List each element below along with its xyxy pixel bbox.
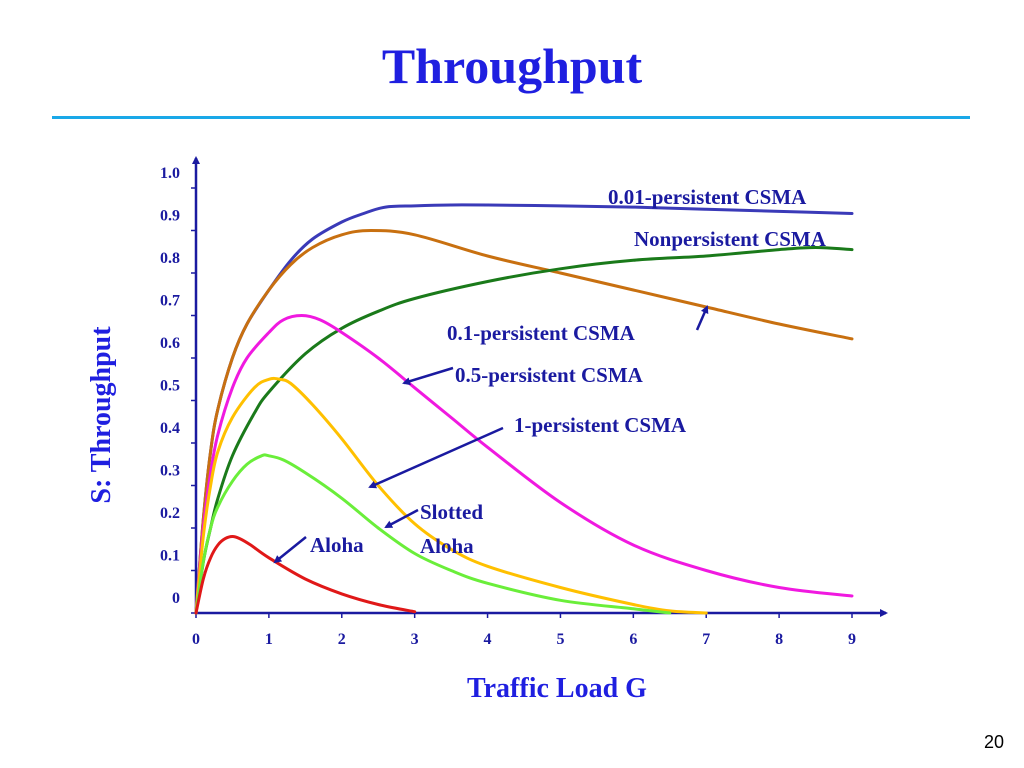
y-tick-label: 0.9 [160, 208, 180, 225]
annotation-01: 0.1-persistent CSMA [447, 305, 709, 345]
series-01-persistent-line [194, 246, 854, 615]
annotation-05: 0.5-persistent CSMA [402, 363, 644, 387]
series-05-persistent-line [194, 314, 854, 615]
annotation-label: Slotted [420, 500, 483, 524]
x-tick-label: 1 [265, 631, 273, 648]
x-tick-label: 0 [192, 631, 200, 648]
y-axis-title: S: Throughput [86, 326, 117, 504]
x-axis-title: Traffic Load G [467, 673, 647, 704]
y-tick-label: 0.8 [160, 250, 180, 267]
series-1-persistent-line [194, 376, 708, 615]
x-tick-label: 8 [775, 631, 783, 648]
title-divider [52, 116, 970, 119]
annotation-arrow [695, 305, 709, 331]
x-tick-label: 4 [484, 631, 492, 648]
x-tick-label: 7 [702, 631, 710, 648]
y-tick-label: 0.3 [160, 463, 180, 480]
y-tick-label: 0.7 [160, 293, 180, 310]
series-slotted-aloha-line [194, 453, 672, 615]
annotation-arrow [384, 508, 419, 529]
annotation-label: Aloha [310, 533, 364, 557]
annotation-label: 1-persistent CSMA [514, 413, 687, 437]
annotation-arrow [402, 366, 454, 386]
y-tick-label: 0.5 [160, 378, 180, 395]
annotation-label: Aloha [420, 534, 474, 558]
annotation-label: 0.1-persistent CSMA [447, 321, 636, 345]
annotation-aloha: Aloha [273, 533, 364, 564]
series-aloha-line [194, 535, 417, 615]
annotation-arrow [368, 426, 504, 489]
y-tick-label: 0.6 [160, 335, 180, 352]
annotation-arrow [273, 536, 307, 564]
y-tick-label: 0.4 [160, 420, 180, 437]
annotation-001: 0.01-persistent CSMA [608, 185, 807, 209]
series-nonpersistent-line [194, 229, 854, 615]
x-tick-label: 9 [848, 631, 856, 648]
y-tick-label: 0 [172, 590, 180, 607]
annotation-label: Nonpersistent CSMA [634, 227, 827, 251]
page-number: 20 [983, 732, 1004, 752]
annotation-label: 0.5-persistent CSMA [455, 363, 644, 387]
annotation-nonp: Nonpersistent CSMA [634, 227, 827, 251]
annotation-1p: 1-persistent CSMA [368, 413, 687, 489]
slide-title: Throughput [381, 38, 643, 94]
y-tick-label: 0.1 [160, 548, 180, 565]
x-tick-label: 6 [629, 631, 637, 648]
y-tick-label: 0.2 [160, 505, 180, 522]
x-tick-label: 5 [556, 631, 564, 648]
x-tick-label: 3 [411, 631, 419, 648]
y-tick-label: 1.0 [160, 165, 180, 182]
annotation-label: 0.01-persistent CSMA [608, 185, 807, 209]
x-tick-label: 2 [338, 631, 346, 648]
annotation-slotted: Slotted Aloha [384, 500, 483, 558]
